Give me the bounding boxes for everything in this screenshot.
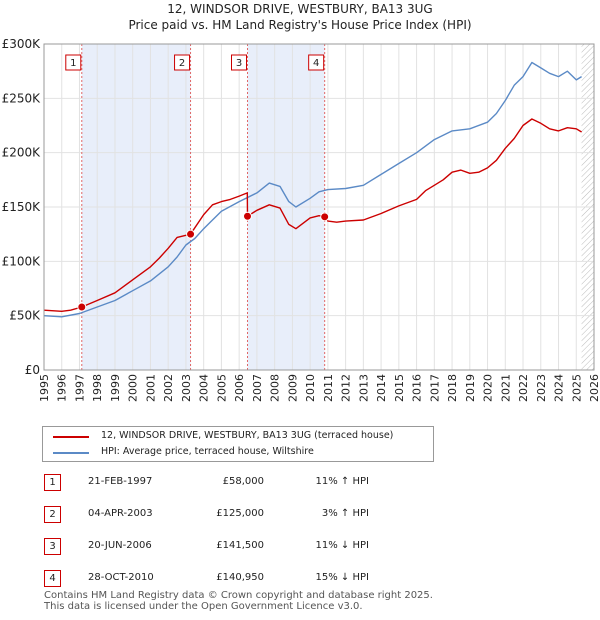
- sale-row: 3 20-JUN-2006 £141,500 11% ↓ HPI: [44, 538, 444, 556]
- x-tick-label: 2003: [180, 374, 193, 402]
- sale-date: 21-FEB-1997: [88, 476, 153, 487]
- x-tick-label: 1995: [38, 374, 51, 402]
- x-tick-label: 2004: [198, 374, 211, 402]
- legend-swatch-property: [53, 436, 89, 438]
- x-tick-label: 1996: [56, 374, 69, 402]
- x-tick-label: 2000: [127, 374, 140, 402]
- y-tick-label: £100K: [2, 254, 42, 268]
- sale-price: £140,950: [216, 572, 264, 583]
- sale-point: [320, 212, 330, 222]
- x-tick-label: 2002: [162, 374, 175, 402]
- legend-swatch-hpi: [53, 452, 89, 454]
- x-tick-label: 2021: [499, 374, 512, 402]
- x-tick-label: 2008: [269, 374, 282, 402]
- x-tick-label: 2010: [304, 374, 317, 402]
- chart-legend: 12, WINDSOR DRIVE, WESTBURY, BA13 3UG (t…: [42, 426, 434, 462]
- sale-hpi-change: 11% ↓ HPI: [315, 540, 369, 551]
- y-tick-label: £0: [25, 363, 40, 377]
- x-tick-label: 2019: [464, 374, 477, 402]
- sale-row: 4 28-OCT-2010 £140,950 15% ↓ HPI: [44, 570, 444, 588]
- chart-title: 12, WINDSOR DRIVE, WESTBURY, BA13 3UG: [167, 2, 433, 16]
- footer-attribution: Contains HM Land Registry data © Crown c…: [44, 590, 433, 612]
- x-tick-label: 2022: [517, 374, 530, 402]
- sale-row: 1 21-FEB-1997 £58,000 11% ↑ HPI: [44, 474, 444, 492]
- legend-item-hpi: HPI: Average price, terraced house, Wilt…: [43, 445, 431, 461]
- sale-number-badge: 3: [44, 538, 61, 555]
- x-tick-label: 2009: [286, 374, 299, 402]
- sale-hpi-change: 11% ↑ HPI: [315, 476, 369, 487]
- sale-marker-box: [65, 54, 82, 71]
- sale-hpi-change: 3% ↑ HPI: [321, 508, 369, 519]
- x-tick-label: 2012: [340, 374, 353, 402]
- sale-hpi-change: 15% ↓ HPI: [315, 572, 369, 583]
- x-tick-label: 2023: [535, 374, 548, 402]
- footer-license: This data is licensed under the Open Gov…: [44, 601, 363, 612]
- x-tick-label: 2026: [588, 374, 600, 402]
- x-tick-label: 2024: [553, 374, 566, 402]
- y-tick-label: £50K: [9, 309, 41, 323]
- legend-label-hpi: HPI: Average price, terraced house, Wilt…: [101, 446, 314, 457]
- sale-marker-box: [174, 54, 191, 71]
- y-tick-label: £250K: [2, 91, 42, 105]
- x-tick-label: 2001: [144, 374, 157, 402]
- x-tick-label: 2011: [322, 374, 335, 402]
- x-tick-label: 1998: [91, 374, 104, 402]
- x-tick-label: 2016: [411, 374, 424, 402]
- footer-copyright: Contains HM Land Registry data © Crown c…: [44, 590, 433, 601]
- plot-frame: [43, 43, 595, 371]
- sale-row: 2 04-APR-2003 £125,000 3% ↑ HPI: [44, 506, 444, 524]
- sale-date: 20-JUN-2006: [88, 540, 152, 551]
- x-tick-label: 2015: [393, 374, 406, 402]
- x-tick-label: 1999: [109, 374, 122, 402]
- sale-marker-label: 4: [313, 58, 319, 69]
- chart-subtitle: Price paid vs. HM Land Registry's House …: [128, 18, 472, 32]
- sale-marker-label: 2: [179, 58, 185, 69]
- sale-number-badge: 2: [44, 506, 61, 523]
- sale-price: £141,500: [216, 540, 264, 551]
- hpi-line: [43, 61, 582, 318]
- x-tick-label: 2025: [570, 374, 583, 402]
- x-tick-label: 2013: [357, 374, 370, 402]
- sale-marker-box: [231, 54, 247, 71]
- sale-number-badge: 1: [44, 474, 61, 491]
- sale-marker-label: 1: [70, 58, 76, 69]
- x-tick-label: 2007: [251, 374, 264, 402]
- sale-point: [243, 211, 252, 221]
- x-tick-label: 1997: [73, 374, 86, 402]
- y-tick-label: £200K: [2, 146, 42, 160]
- sale-price: £58,000: [222, 476, 264, 487]
- legend-label-property: 12, WINDSOR DRIVE, WESTBURY, BA13 3UG (t…: [101, 430, 394, 441]
- sale-number-badge: 4: [44, 570, 61, 587]
- sale-date: 28-OCT-2010: [88, 572, 154, 583]
- sale-price: £125,000: [216, 508, 264, 519]
- x-tick-label: 2014: [375, 374, 388, 402]
- x-tick-label: 2018: [446, 374, 459, 402]
- x-tick-label: 2005: [215, 374, 228, 402]
- property-price-line: [43, 118, 582, 312]
- y-tick-label: £300K: [2, 37, 42, 51]
- x-tick-label: 2006: [233, 374, 246, 402]
- sale-date: 04-APR-2003: [88, 508, 153, 519]
- price-chart: 1 2 3 4 £0 £50K £100K £150K £200K £250K £300K 1995…: [2, 37, 600, 402]
- x-tick-label: 2020: [482, 374, 495, 402]
- sale-point: [77, 302, 87, 312]
- x-tick-label: 2017: [428, 374, 441, 402]
- legend-item-property: 12, WINDSOR DRIVE, WESTBURY, BA13 3UG (t…: [43, 429, 431, 445]
- y-tick-label: £150K: [2, 200, 42, 214]
- sale-marker-box: [308, 54, 325, 71]
- sale-marker-label: 3: [236, 58, 242, 69]
- sale-point: [186, 229, 196, 239]
